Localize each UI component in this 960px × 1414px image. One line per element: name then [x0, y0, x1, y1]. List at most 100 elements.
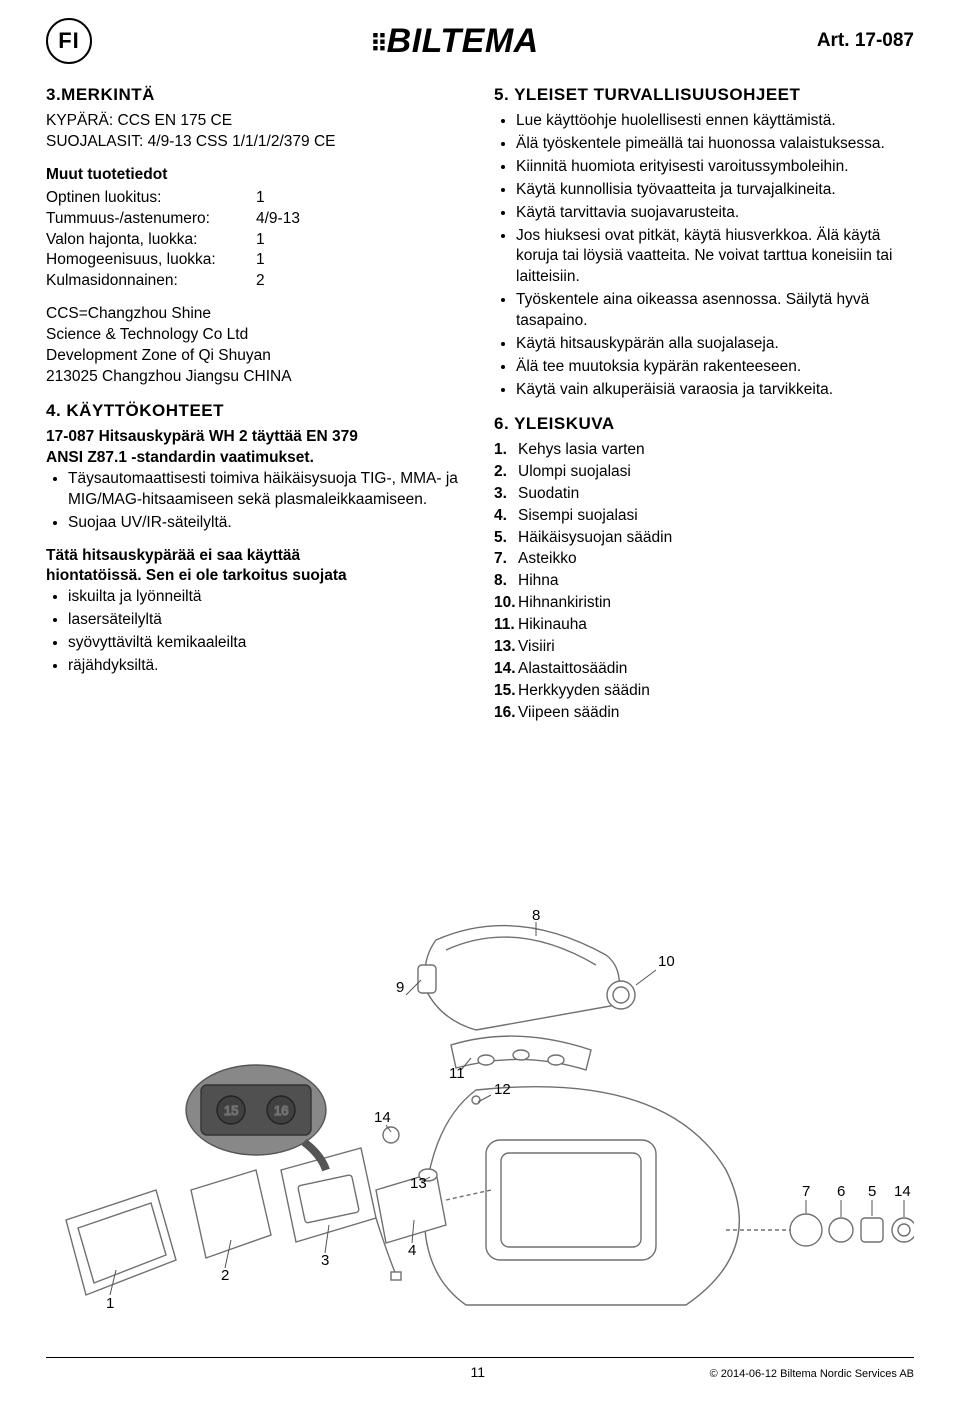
bold-line: ANSI Z87.1 -standardin vaatimukset.: [46, 448, 466, 469]
section-6-title: 6. YLEISKUVA: [494, 413, 914, 436]
hazard-list: iskuilta ja lyönneiltä lasersäteilyltä s…: [46, 587, 466, 677]
part-number: 5.: [494, 528, 518, 549]
right-column: 5. YLEISET TURVALLISUUSOHJEET Lue käyttö…: [494, 78, 914, 736]
spec-label: Tummuus-/astenumero:: [46, 209, 256, 230]
part-text: Hihnankiristin: [518, 594, 611, 611]
dia-label-11: 11: [449, 1065, 465, 1082]
safety-list: Lue käyttöohje huolellisesti ennen käytt…: [494, 111, 914, 401]
callout-16: 16: [274, 1103, 288, 1118]
ccs-line: 213025 Changzhou Jiangsu CHINA: [46, 367, 466, 388]
bold-line: Tätä hitsauskypärää ei saa käyttää: [46, 546, 466, 567]
footer-rule: [46, 1357, 914, 1358]
dia-label-3: 3: [321, 1252, 329, 1269]
ccs-address: CCS=Changzhou Shine Science & Technology…: [46, 304, 466, 388]
part-text: Viipeen säädin: [518, 704, 619, 721]
muut-title: Muut tuotetiedot: [46, 165, 466, 186]
list-item: syövyttäviltä kemikaaleilta: [68, 633, 466, 654]
spec-label: Valon hajonta, luokka:: [46, 230, 256, 251]
dia-label-14l: 14: [374, 1109, 391, 1126]
spec-label: Kulmasidonnainen:: [46, 271, 256, 292]
spec-row: Valon hajonta, luokka:1: [46, 230, 466, 251]
spec-label: Optinen luokitus:: [46, 188, 256, 209]
part-text: Herkkyyden säädin: [518, 682, 650, 699]
list-item: 14.Alastaittosäädin: [494, 659, 914, 680]
list-item: 7.Asteikko: [494, 549, 914, 570]
list-item: 11.Hikinauha: [494, 615, 914, 636]
list-item: 13.Visiiri: [494, 637, 914, 658]
dia-label-5: 5: [868, 1183, 876, 1200]
dia-label-2: 2: [221, 1267, 229, 1284]
list-item: Lue käyttöohje huolellisesti ennen käytt…: [516, 111, 914, 132]
list-item: Täysautomaattisesti toimiva häikäisysuoj…: [68, 469, 466, 511]
part-number: 2.: [494, 462, 518, 483]
warning-block: Tätä hitsauskypärää ei saa käyttää hiont…: [46, 546, 466, 678]
standards-block: 17-087 Hitsauskypärä WH 2 täyttää EN 379…: [46, 427, 466, 534]
list-item: Käytä vain alkuperäisiä varaosia ja tarv…: [516, 380, 914, 401]
part-number: 8.: [494, 571, 518, 592]
dia-label-8: 8: [532, 910, 540, 924]
part-text: Asteikko: [518, 550, 577, 567]
section-4-title: 4. KÄYTTÖKOHTEET: [46, 400, 466, 423]
spec-table: Optinen luokitus:1 Tummuus-/astenumero:4…: [46, 188, 466, 293]
callout-15: 15: [224, 1103, 238, 1118]
part-text: Alastaittosäädin: [518, 660, 627, 677]
list-item: Käytä kunnollisia työvaatteita ja turvaj…: [516, 180, 914, 201]
part-number: 14.: [494, 659, 518, 680]
part-number: 1.: [494, 440, 518, 461]
spec-row: Tummuus-/astenumero:4/9-13: [46, 209, 466, 230]
list-item: 16.Viipeen säädin: [494, 703, 914, 724]
kypara-line: KYPÄRÄ: CCS EN 175 CE: [46, 111, 466, 132]
page-number: 11: [246, 1364, 710, 1380]
list-item: Käytä hitsauskypärän alla suojalaseja.: [516, 334, 914, 355]
spec-row: Optinen luokitus:1: [46, 188, 466, 209]
list-item: iskuilta ja lyönneiltä: [68, 587, 466, 608]
dia-label-4: 4: [408, 1242, 416, 1259]
section-3-title: 3.MERKINTÄ: [46, 84, 466, 107]
list-item: Kiinnitä huomiota erityisesti varoitussy…: [516, 157, 914, 178]
dia-label-7: 7: [802, 1183, 810, 1200]
ccs-line: Science & Technology Co Ltd: [46, 325, 466, 346]
part-text: Sisempi suojalasi: [518, 507, 638, 524]
ccs-line: CCS=Changzhou Shine: [46, 304, 466, 325]
spec-value: 2: [256, 271, 265, 292]
dia-label-6: 6: [837, 1183, 845, 1200]
list-item: 3.Suodatin: [494, 484, 914, 505]
list-item: 2.Ulompi suojalasi: [494, 462, 914, 483]
part-text: Suodatin: [518, 485, 579, 502]
part-text: Hikinauha: [518, 616, 587, 633]
list-item: 5.Häikäisysuojan säädin: [494, 528, 914, 549]
exploded-diagram: 15 16: [46, 910, 914, 1310]
page: FI ⠿BILTEMA Art. 17-087 3.MERKINTÄ KYPÄR…: [0, 0, 960, 1414]
brand-logo: ⠿BILTEMA: [370, 22, 539, 61]
list-item: lasersäteilyltä: [68, 610, 466, 631]
diagram-svg: 15 16: [46, 910, 914, 1310]
features-list: Täysautomaattisesti toimiva häikäisysuoj…: [46, 469, 466, 534]
brand-text: BILTEMA: [387, 22, 539, 60]
part-number: 10.: [494, 593, 518, 614]
part-number: 11.: [494, 615, 518, 636]
dia-label-1: 1: [106, 1295, 114, 1310]
ccs-line: Development Zone of Qi Shuyan: [46, 346, 466, 367]
spec-value: 4/9-13: [256, 209, 300, 230]
parts-list: 1.Kehys lasia varten 2.Ulompi suojalasi …: [494, 440, 914, 724]
spec-row: Homogeenisuus, luokka:1: [46, 250, 466, 271]
section-5-title: 5. YLEISET TURVALLISUUSOHJEET: [494, 84, 914, 107]
list-item: 10.Hihnankiristin: [494, 593, 914, 614]
spec-value: 1: [256, 250, 265, 271]
spec-value: 1: [256, 188, 265, 209]
part-text: Visiiri: [518, 638, 555, 655]
dia-label-12: 12: [494, 1081, 511, 1098]
list-item: Suojaa UV/IR-säteilyltä.: [68, 513, 466, 534]
list-item: Jos hiuksesi ovat pitkät, käytä hiusverk…: [516, 226, 914, 289]
left-column: 3.MERKINTÄ KYPÄRÄ: CCS EN 175 CE SUOJALA…: [46, 78, 466, 736]
list-item: Työskentele aina oikeassa asennossa. Säi…: [516, 290, 914, 332]
part-number: 4.: [494, 506, 518, 527]
part-text: Häikäisysuojan säädin: [518, 529, 672, 546]
list-item: Älä tee muutoksia kypärän rakenteeseen.: [516, 357, 914, 378]
dia-label-13: 13: [410, 1175, 427, 1192]
list-item: 1.Kehys lasia varten: [494, 440, 914, 461]
part-text: Hihna: [518, 572, 559, 589]
list-item: Käytä tarvittavia suojavarusteita.: [516, 203, 914, 224]
list-item: 8.Hihna: [494, 571, 914, 592]
part-number: 13.: [494, 637, 518, 658]
